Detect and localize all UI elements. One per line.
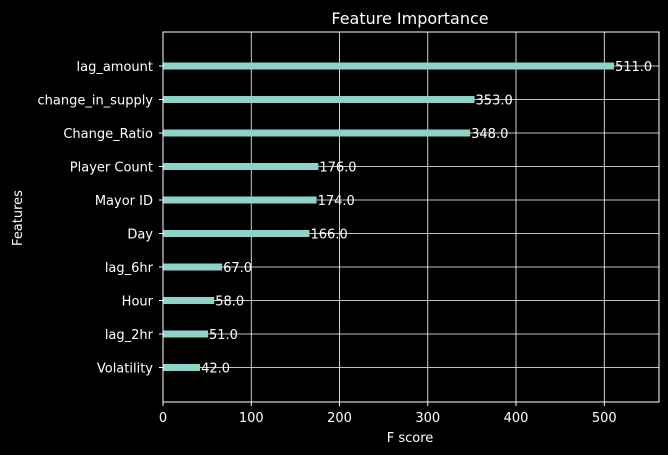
y-tick-label: lag_2hr: [105, 328, 154, 343]
x-tick-label: 200: [327, 411, 352, 426]
bar-change-in-supply: [163, 96, 475, 103]
value-label: 176.0: [319, 161, 356, 176]
y-tick-label: Day: [127, 228, 153, 243]
value-label: 67.0: [223, 261, 252, 276]
value-label: 511.0: [615, 60, 652, 75]
plot-frame: [162, 31, 660, 403]
bar-player-count: [163, 163, 319, 170]
x-axis-label: F score: [387, 431, 434, 446]
value-label: 42.0: [201, 362, 230, 377]
value-label: 51.0: [209, 328, 238, 343]
bar-lag-amount: [163, 62, 614, 70]
chart-title: Feature Importance: [331, 9, 488, 28]
bar-day: [163, 230, 310, 237]
value-label: 166.0: [311, 228, 348, 243]
y-axis: lag_amount change_in_supply Change_Ratio Pl…: [37, 60, 163, 377]
y-tick-label: Player Count: [70, 161, 153, 176]
bar-volatility: [163, 364, 201, 371]
y-axis-label: Features: [11, 190, 26, 246]
value-label: 353.0: [476, 94, 513, 109]
x-tick-label: 400: [504, 411, 529, 426]
value-label: 58.0: [215, 295, 244, 310]
bars-group: [163, 62, 614, 371]
y-tick-label: Change_Ratio: [63, 127, 153, 142]
x-tick-label: 0: [159, 411, 167, 426]
bar-lag-2hr: [163, 330, 209, 338]
bar-mayor-id: [163, 196, 317, 204]
value-label: 348.0: [471, 127, 508, 142]
y-tick-label: lag_amount: [77, 60, 154, 75]
value-label: 174.0: [318, 194, 355, 209]
value-labels-group: 511.0 353.0 348.0 176.0 174.0 166.0 67.0 58.0 51…: [201, 60, 652, 377]
x-tick-label: 500: [592, 411, 617, 426]
y-tick-label: Volatility: [97, 362, 153, 377]
bar-change-ratio: [163, 129, 471, 137]
y-tick-label: Mayor ID: [95, 194, 153, 209]
bar-hour: [163, 297, 215, 304]
x-axis: 0 100 200 300 400 500: [159, 402, 617, 426]
bar-lag-6hr: [163, 263, 223, 271]
x-tick-label: 300: [415, 411, 440, 426]
y-tick-label: lag_6hr: [105, 261, 154, 276]
x-tick-label: 100: [239, 411, 264, 426]
y-tick-label: Hour: [122, 295, 154, 310]
y-tick-label: change_in_supply: [37, 94, 153, 109]
